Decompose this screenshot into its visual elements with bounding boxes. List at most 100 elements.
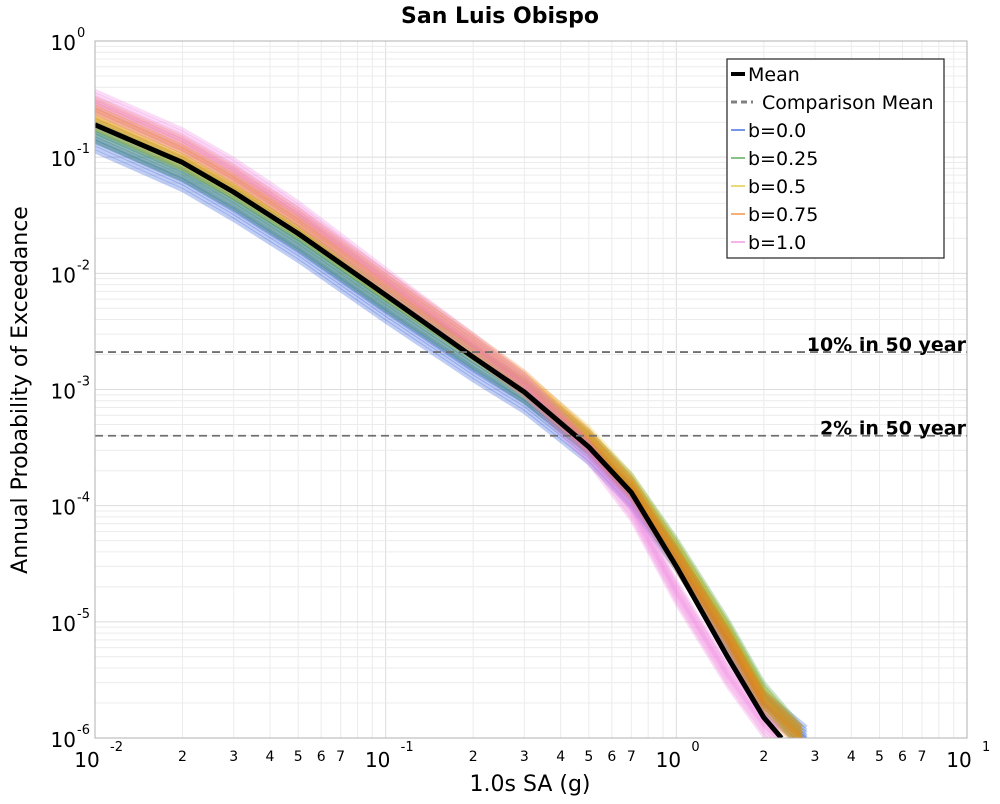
- y-tick-exponent: -1: [77, 142, 90, 157]
- legend-label: b=0.25: [748, 148, 818, 170]
- y-tick-exponent: -2: [77, 258, 90, 273]
- y-tick-exponent: -5: [77, 607, 90, 622]
- legend-label: b=0.0: [748, 120, 806, 142]
- x-tick-label: 10: [946, 748, 971, 772]
- reference-lines: 10% in 50 year 2% in 50 year: [95, 334, 967, 440]
- y-tick-label: 10: [51, 380, 76, 404]
- chart-title: San Luis Obispo: [401, 4, 599, 29]
- series-line: [95, 136, 798, 738]
- series-line: [95, 132, 801, 738]
- x-minor-tick-label: 6: [607, 749, 616, 765]
- mean-curve: [95, 122, 784, 738]
- y-tick-label: 10: [51, 496, 76, 520]
- series-line: [95, 99, 781, 738]
- series-line: [95, 142, 805, 738]
- y-tick-exponent: -3: [77, 375, 90, 390]
- x-minor-tick-label: 7: [918, 749, 927, 765]
- series-line: [95, 139, 795, 738]
- legend: Mean Comparison Mean b=0.0 b=0.25 b=0.5 b=0.7…: [726, 58, 945, 259]
- x-minor-tick-label: 7: [336, 749, 345, 765]
- series-line: [95, 115, 804, 738]
- x-tick-exponent: 0: [691, 740, 699, 755]
- series-line: [95, 128, 804, 738]
- reference-line-label: 2% in 50 year: [820, 418, 967, 440]
- x-tick-label: 10: [365, 748, 390, 772]
- x-tick-exponent: -2: [110, 740, 123, 755]
- series-line: [95, 111, 801, 738]
- series-line: [95, 114, 797, 738]
- x-minor-tick-label: 2: [759, 749, 768, 765]
- series-line: [95, 99, 804, 732]
- series-b-0-5-band: [95, 104, 804, 738]
- series-line: [95, 97, 781, 738]
- series-line: [95, 110, 804, 735]
- x-minor-tick-label: 6: [317, 749, 326, 765]
- series-b-1-0-band: [95, 89, 781, 738]
- x-minor-tick-label: 6: [898, 749, 907, 765]
- legend-label: b=0.75: [748, 204, 818, 226]
- series-b-0-0-band: [95, 127, 808, 738]
- series-line: [95, 126, 794, 738]
- series-line: [95, 95, 781, 735]
- series-line: [95, 111, 770, 738]
- y-tick-label: 10: [51, 263, 76, 287]
- series-line: [95, 133, 808, 735]
- series-line: [95, 136, 808, 738]
- x-minor-tick-label: 4: [847, 749, 856, 765]
- x-minor-tick-label: 4: [556, 749, 565, 765]
- series-line: [95, 108, 804, 738]
- series-line: [95, 113, 804, 738]
- series-line: [95, 117, 804, 738]
- x-minor-tick-label: 4: [266, 749, 275, 765]
- x-minor-tick-label: 3: [229, 749, 238, 765]
- series-line: [95, 123, 804, 735]
- x-axis-label: 1.0s SA (g): [470, 772, 591, 797]
- series-line: [95, 104, 777, 738]
- legend-label: Comparison Mean: [762, 92, 934, 114]
- series-line: [95, 89, 781, 729]
- x-minor-tick-label: 2: [469, 749, 478, 765]
- legend-label: Mean: [748, 64, 800, 86]
- scenario-bands: [95, 89, 808, 738]
- series-line: [95, 105, 804, 738]
- x-minor-tick-label: 2: [178, 749, 187, 765]
- series-line: [95, 149, 796, 738]
- legend-label: b=0.5: [748, 176, 806, 198]
- x-minor-tick-label: 3: [811, 749, 820, 765]
- series-line: [95, 145, 801, 738]
- x-tick-exponent: -1: [401, 740, 414, 755]
- y-tick-exponent: -4: [77, 491, 90, 506]
- y-tick-exponent: -6: [77, 723, 90, 738]
- series-line: [95, 108, 804, 732]
- y-tick-label: 10: [51, 147, 76, 171]
- plot-frame: [94, 40, 968, 739]
- x-tick-label: 10: [656, 748, 681, 772]
- y-tick-label: 10: [51, 612, 76, 636]
- series-b-0-25-band: [95, 117, 804, 738]
- x-tick-label: 10: [74, 748, 99, 772]
- series-line: [95, 92, 781, 733]
- series-line: [95, 107, 804, 738]
- y-axis-label: Annual Probability of Exceedance: [8, 206, 33, 574]
- series-line: [95, 126, 804, 738]
- series-line: [95, 119, 801, 738]
- mean-curve-layer: [95, 122, 784, 738]
- x-minor-tick-label: 7: [627, 749, 636, 765]
- x-minor-tick-label: 5: [875, 749, 884, 765]
- x-minor-tick-label: 5: [584, 749, 593, 765]
- series-line: [95, 139, 808, 738]
- series-line: [95, 102, 804, 735]
- reference-line-label: 10% in 50 year: [807, 334, 967, 356]
- grid: [94, 41, 967, 739]
- series-line: [95, 101, 780, 738]
- series-line: [95, 96, 804, 729]
- x-minor-tick-label: 5: [294, 749, 303, 765]
- y-tick-label: 10: [51, 31, 76, 55]
- x-tick-exponent: 1: [982, 740, 990, 755]
- series-line: [95, 118, 793, 738]
- x-minor-tick-label: 3: [520, 749, 529, 765]
- series-line: [95, 117, 804, 729]
